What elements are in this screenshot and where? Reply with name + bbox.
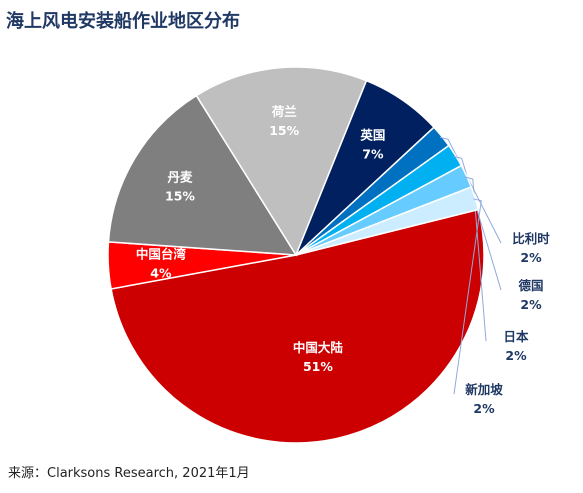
slice-category-label: 英国: [360, 128, 385, 143]
slice-category-label: 中国大陆: [293, 340, 344, 355]
leader-line-7: [464, 176, 487, 342]
slice-category-label: 荷兰: [271, 104, 298, 119]
slice-value-label: 2%: [473, 401, 495, 416]
pie-slice-8: [295, 186, 480, 256]
slice-value-label: 7%: [362, 147, 384, 162]
slice-value-label: 15%: [165, 188, 195, 203]
pie-slice-0: [110, 208, 485, 444]
slice-category-label: 新加坡: [465, 382, 503, 397]
leader-line-5: [439, 136, 502, 244]
slice-value-label: 51%: [303, 359, 333, 374]
source-note: 来源：Clarksons Research, 2021年1月: [8, 466, 250, 481]
slice-value-label: 2%: [520, 297, 542, 312]
slice-category-label: 中国台湾: [136, 247, 187, 262]
chart-title: 海上风电安装船作业地区分布: [6, 11, 240, 32]
leader-line-6: [453, 155, 502, 291]
slice-category-label: 德国: [518, 278, 543, 293]
pie-slice-2: [107, 94, 298, 256]
slice-category-label: 比利时: [512, 231, 550, 246]
leader-line-8: [453, 198, 482, 395]
pie-slice-3: [195, 66, 368, 257]
slice-value-label: 2%: [505, 348, 527, 363]
slice-category-label: 日本: [503, 329, 529, 344]
slice-value-label: 15%: [269, 123, 299, 138]
slice-category-label: 丹麦: [167, 169, 193, 184]
slice-value-label: 4%: [150, 266, 172, 281]
slice-value-label: 2%: [520, 250, 542, 265]
